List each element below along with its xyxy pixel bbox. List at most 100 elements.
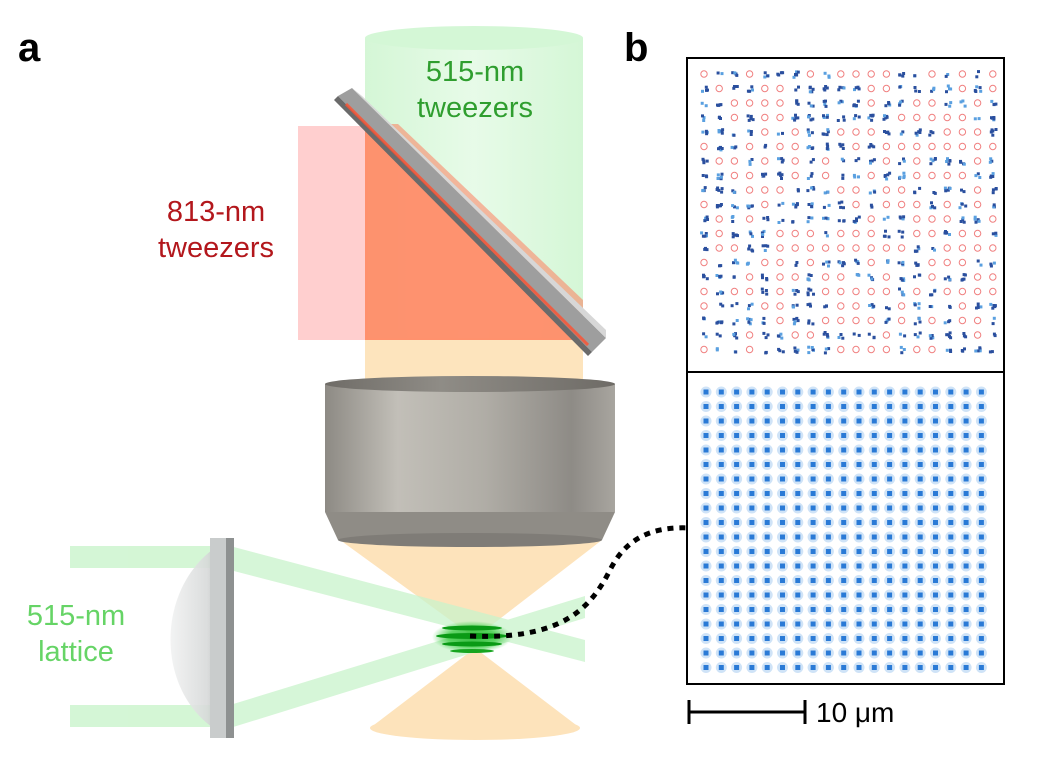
atom-site bbox=[810, 447, 816, 453]
atom-pixel bbox=[898, 175, 902, 179]
atom-site bbox=[871, 404, 877, 409]
atom-site bbox=[718, 621, 724, 627]
atom-pixel bbox=[884, 104, 888, 108]
atom-pixel bbox=[857, 87, 861, 91]
atom-site bbox=[764, 476, 770, 482]
atom-site bbox=[871, 505, 877, 511]
atom-pixel bbox=[869, 161, 872, 165]
atom-pixel bbox=[841, 264, 845, 268]
atom-pixel bbox=[928, 305, 932, 308]
empty-site-circle bbox=[882, 142, 891, 151]
atom-site bbox=[780, 621, 785, 627]
atom-site bbox=[703, 447, 709, 453]
atom-pixel bbox=[948, 277, 952, 281]
atom-site bbox=[902, 520, 908, 525]
green-beam-top bbox=[365, 26, 583, 50]
atom-pixel bbox=[793, 320, 797, 324]
atom-pixel bbox=[717, 147, 720, 151]
atom-pixel bbox=[918, 131, 922, 134]
empty-site-circle bbox=[852, 316, 860, 325]
atom-pixel bbox=[842, 262, 846, 266]
atom-site bbox=[978, 665, 984, 670]
empty-site-circle bbox=[989, 273, 997, 281]
atom-site bbox=[718, 505, 724, 511]
empty-site-circle bbox=[867, 229, 875, 238]
atom-pixel bbox=[735, 319, 739, 322]
empty-site-circle bbox=[761, 302, 769, 310]
atom-pixel bbox=[731, 220, 735, 223]
empty-site-circle bbox=[958, 128, 967, 136]
atom-pixel bbox=[748, 159, 752, 163]
atom-pixel bbox=[779, 332, 783, 336]
atom-site bbox=[703, 578, 709, 583]
atom-site bbox=[734, 607, 740, 612]
atom-pixel bbox=[777, 157, 780, 161]
atom-pixel bbox=[962, 220, 966, 224]
atom-pixel bbox=[717, 129, 721, 132]
empty-site-circle bbox=[943, 200, 951, 209]
atom-site bbox=[718, 665, 724, 670]
atom-pixel bbox=[913, 322, 917, 326]
atom-pixel bbox=[733, 258, 737, 262]
atom-pixel bbox=[791, 305, 795, 309]
atom-site bbox=[764, 578, 770, 583]
empty-site-circle bbox=[776, 258, 784, 267]
atom-pixel bbox=[810, 147, 814, 150]
atom-pixel bbox=[747, 247, 751, 251]
empty-site-circle bbox=[882, 186, 891, 194]
atom-site bbox=[749, 534, 755, 540]
atom-pixel bbox=[842, 118, 846, 122]
empty-site-circle bbox=[943, 113, 951, 122]
atom-site bbox=[933, 447, 938, 453]
orange-cone-base bbox=[370, 716, 580, 740]
atom-site bbox=[902, 592, 908, 598]
atom-pixel bbox=[991, 133, 995, 137]
atom-pixel bbox=[870, 159, 874, 163]
atom-pixel bbox=[809, 118, 813, 122]
empty-site-circle bbox=[776, 244, 784, 252]
empty-site-circle bbox=[882, 200, 891, 209]
atom-pixel bbox=[751, 234, 754, 238]
atom-pixel bbox=[822, 216, 825, 220]
atom-pixel bbox=[807, 278, 811, 282]
atom-pixel bbox=[929, 336, 933, 340]
atom-pixel bbox=[929, 157, 933, 161]
empty-site-circle bbox=[806, 229, 815, 238]
atom-pixel bbox=[806, 303, 810, 307]
atom-pixel bbox=[900, 99, 904, 103]
atom-site bbox=[734, 578, 740, 583]
atom-pixel bbox=[839, 333, 843, 336]
atom-pixel bbox=[702, 317, 706, 321]
atom-site bbox=[902, 578, 908, 583]
atom-pixel bbox=[823, 71, 827, 75]
atom-site bbox=[780, 404, 785, 409]
atom-pixel bbox=[719, 175, 723, 179]
atom-pixel bbox=[872, 145, 876, 149]
atom-site bbox=[917, 636, 923, 641]
atom-pixel bbox=[825, 115, 829, 119]
atom-pixel bbox=[718, 264, 721, 268]
atom-pixel bbox=[943, 321, 947, 325]
atom-pixel bbox=[991, 129, 995, 133]
atom-pixel bbox=[777, 172, 781, 176]
atom-pixel bbox=[960, 188, 963, 192]
atom-pixel bbox=[823, 331, 827, 334]
atom-site bbox=[887, 607, 893, 612]
atom-site bbox=[795, 476, 801, 482]
atom-pixel bbox=[992, 103, 996, 107]
atom-site bbox=[978, 549, 984, 554]
atom-site bbox=[917, 592, 923, 598]
atom-site bbox=[978, 389, 984, 395]
empty-site-circle bbox=[958, 287, 967, 296]
atom-pixel bbox=[948, 304, 952, 308]
atom-site bbox=[841, 549, 847, 554]
atom-site bbox=[780, 462, 785, 467]
atom-pixel bbox=[988, 350, 992, 354]
atom-site bbox=[703, 491, 709, 496]
atom-site bbox=[764, 491, 770, 496]
atom-pixel bbox=[735, 261, 739, 265]
atom-site bbox=[749, 505, 755, 511]
atom-site bbox=[780, 447, 785, 453]
empty-site-circle bbox=[913, 171, 921, 180]
atom-site bbox=[917, 607, 923, 612]
